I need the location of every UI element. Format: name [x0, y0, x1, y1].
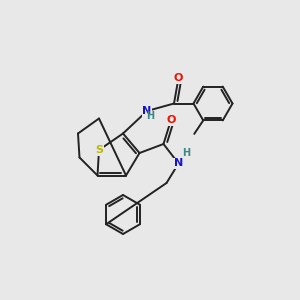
Text: O: O — [166, 115, 176, 125]
Text: S: S — [95, 145, 103, 155]
Text: O: O — [174, 73, 183, 83]
Text: N: N — [174, 158, 183, 169]
Text: N: N — [142, 106, 152, 116]
Text: H: H — [146, 111, 154, 122]
Text: H: H — [182, 148, 190, 158]
